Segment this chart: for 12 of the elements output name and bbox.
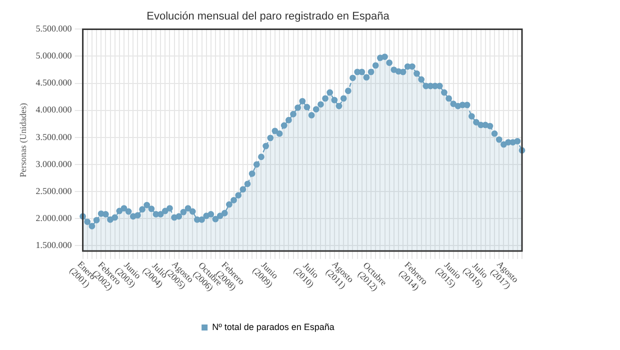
chart-title: Evolución mensual del paro registrado en España xyxy=(146,10,390,23)
y-tick-label: 3.500.000 xyxy=(36,132,72,142)
y-axis-title: Personas (Unidades) xyxy=(18,102,28,178)
y-tick-label: 2.000.000 xyxy=(36,212,72,223)
y-tick-label: 4.000.000 xyxy=(36,104,72,115)
y-tick-label: 1.500.000 xyxy=(36,240,72,250)
y-tick-label: 5.500.000 xyxy=(36,24,72,34)
y-tick-label: 3.000.000 xyxy=(36,158,72,169)
y-tick-label: 2.500.000 xyxy=(36,186,72,196)
y-tick-label: 5.000.000 xyxy=(36,50,72,61)
legend-label: Nº total de parados en España xyxy=(212,322,334,332)
y-tick-label: 4.500.000 xyxy=(36,78,72,88)
